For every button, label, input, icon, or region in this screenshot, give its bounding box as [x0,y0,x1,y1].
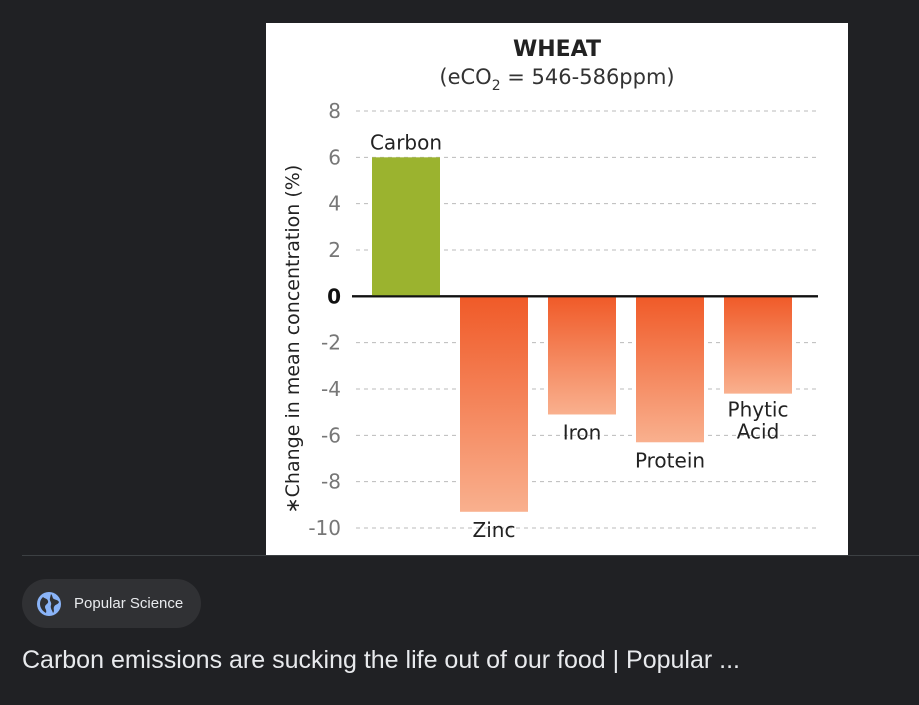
y-tick-label: 6 [328,145,341,169]
y-tick-label: 8 [328,99,341,123]
chart-bars [372,157,792,512]
y-axis-label: ∗Change in mean concentration (%) [282,165,304,514]
y-tick-label: -2 [321,331,341,355]
bar-label: Carbon [370,130,442,154]
bar-iron [548,296,616,415]
y-tick-label: -4 [321,377,341,401]
bar-zinc [460,296,528,512]
bar-phytic-acid [724,296,792,394]
source-chip[interactable]: Popular Science [22,579,202,628]
bar-label: Phytic Acid [728,398,789,444]
globe-icon [36,591,62,617]
wheat-bar-chart: WHEAT (eCO2 = 546-586ppm) 8 6 4 2 0 -2 -4 -6 -8 -… [282,37,818,542]
divider [22,555,919,556]
bar-label: Protein [635,448,705,472]
y-tick-label: -6 [321,423,341,447]
source-name: Popular Science [74,595,184,612]
y-tick-label: 0 [327,284,341,308]
bar-carbon [372,157,440,297]
result-title-link[interactable]: Carbon emissions are sucking the life ou… [22,646,740,674]
y-tick-label: 4 [328,192,341,216]
chart-image[interactable]: WHEAT (eCO2 = 546-586ppm) 8 6 4 2 0 -2 -4 -6 -8 -… [266,23,848,555]
chart-subtitle: (eCO2 = 546-586ppm) [439,65,674,94]
bar-protein [636,296,704,443]
y-tick-label: 2 [328,238,341,262]
chart-title: WHEAT [513,37,601,62]
y-tick-label: -8 [321,470,341,494]
bar-labels: Carbon Zinc Iron Protein Phytic Acid [370,130,789,541]
y-tick-label: -10 [308,516,341,540]
bar-label: Iron [563,420,602,444]
y-axis-ticks: 8 6 4 2 0 -2 -4 -6 -8 -10 [308,99,341,540]
bar-label: Zinc [473,518,516,542]
